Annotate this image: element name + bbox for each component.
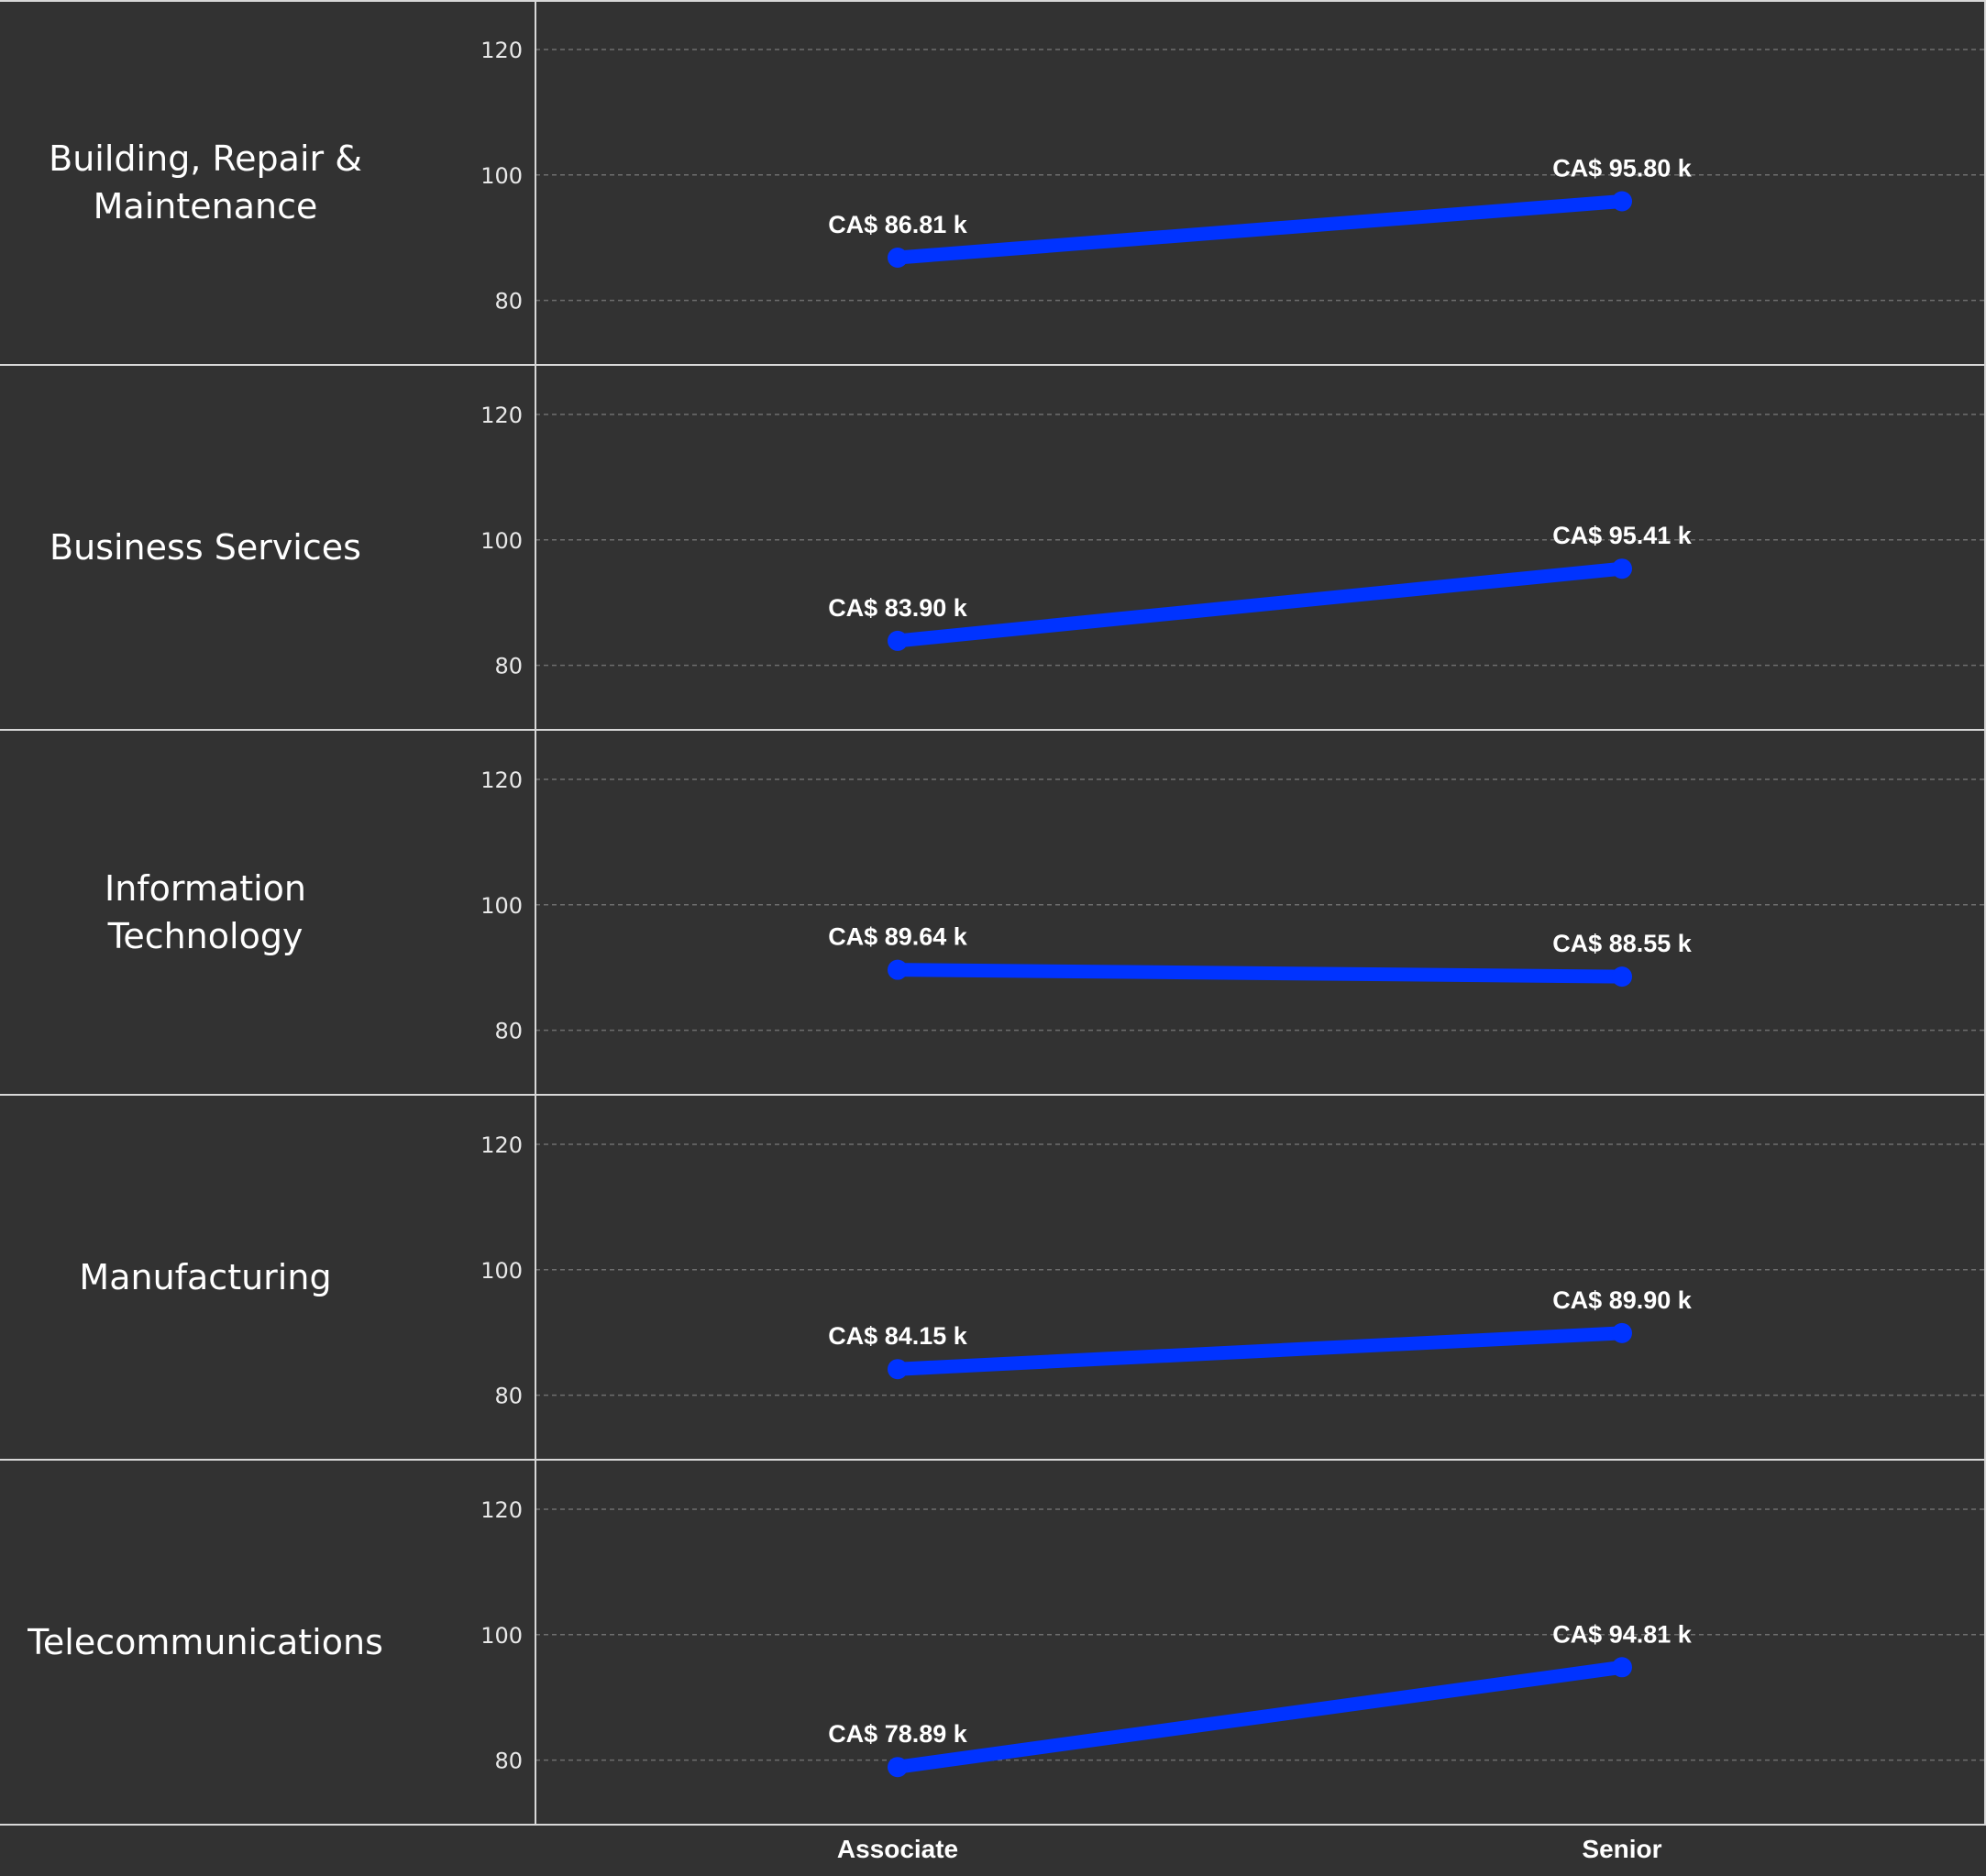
facet-label: Manufacturing	[79, 1257, 331, 1297]
data-label: CA$ 89.64 k	[828, 923, 968, 951]
y-tick-label: 120	[480, 1132, 523, 1158]
x-tick-label: Senior	[1582, 1835, 1661, 1863]
x-tick-label: Associate	[837, 1835, 958, 1863]
y-tick-label: 120	[480, 1497, 523, 1523]
data-point	[1612, 1322, 1632, 1343]
y-tick-label: 120	[480, 403, 523, 428]
data-point	[1612, 966, 1632, 988]
y-tick-label: 100	[480, 1258, 523, 1284]
y-tick-label: 80	[494, 289, 523, 315]
series-line	[890, 1326, 1629, 1376]
data-label: CA$ 94.81 k	[1552, 1620, 1693, 1648]
data-point	[1612, 1657, 1632, 1678]
facet-label: Maintenance	[94, 186, 318, 226]
data-point	[888, 1359, 908, 1380]
data-point	[888, 248, 908, 269]
y-tick-label: 100	[480, 528, 523, 554]
y-tick-label: 100	[480, 1623, 523, 1649]
y-tick-label: 120	[480, 767, 523, 793]
y-tick-label: 80	[494, 1019, 523, 1044]
y-tick-label: 100	[480, 893, 523, 919]
data-label: CA$ 86.81 k	[828, 211, 968, 238]
data-point	[1612, 191, 1632, 212]
series-line	[890, 561, 1629, 648]
data-label: CA$ 89.90 k	[1552, 1286, 1693, 1314]
facet-label: Technology	[107, 916, 303, 956]
facet-label: Business Services	[50, 527, 361, 568]
series-line	[890, 194, 1629, 265]
y-tick-label: 80	[494, 654, 523, 679]
facet-label: Building, Repair &	[49, 138, 362, 179]
data-label: CA$ 84.15 k	[828, 1322, 968, 1350]
data-label: CA$ 95.41 k	[1552, 522, 1693, 549]
data-point	[888, 1757, 908, 1778]
series-line	[890, 1660, 1629, 1774]
data-point	[888, 630, 908, 651]
facet-label: Telecommunications	[27, 1622, 383, 1662]
data-label: CA$ 83.90 k	[828, 594, 968, 622]
y-tick-label: 100	[480, 163, 523, 189]
y-tick-label: 80	[494, 1384, 523, 1409]
facet-label: Information	[105, 868, 306, 909]
data-label: CA$ 95.80 k	[1552, 155, 1693, 182]
y-tick-label: 120	[480, 38, 523, 63]
data-point	[888, 959, 908, 980]
data-label: CA$ 78.89 k	[828, 1720, 968, 1748]
series-line	[890, 963, 1629, 984]
y-tick-label: 80	[494, 1749, 523, 1774]
data-label: CA$ 88.55 k	[1552, 930, 1693, 957]
data-point	[1612, 558, 1632, 579]
